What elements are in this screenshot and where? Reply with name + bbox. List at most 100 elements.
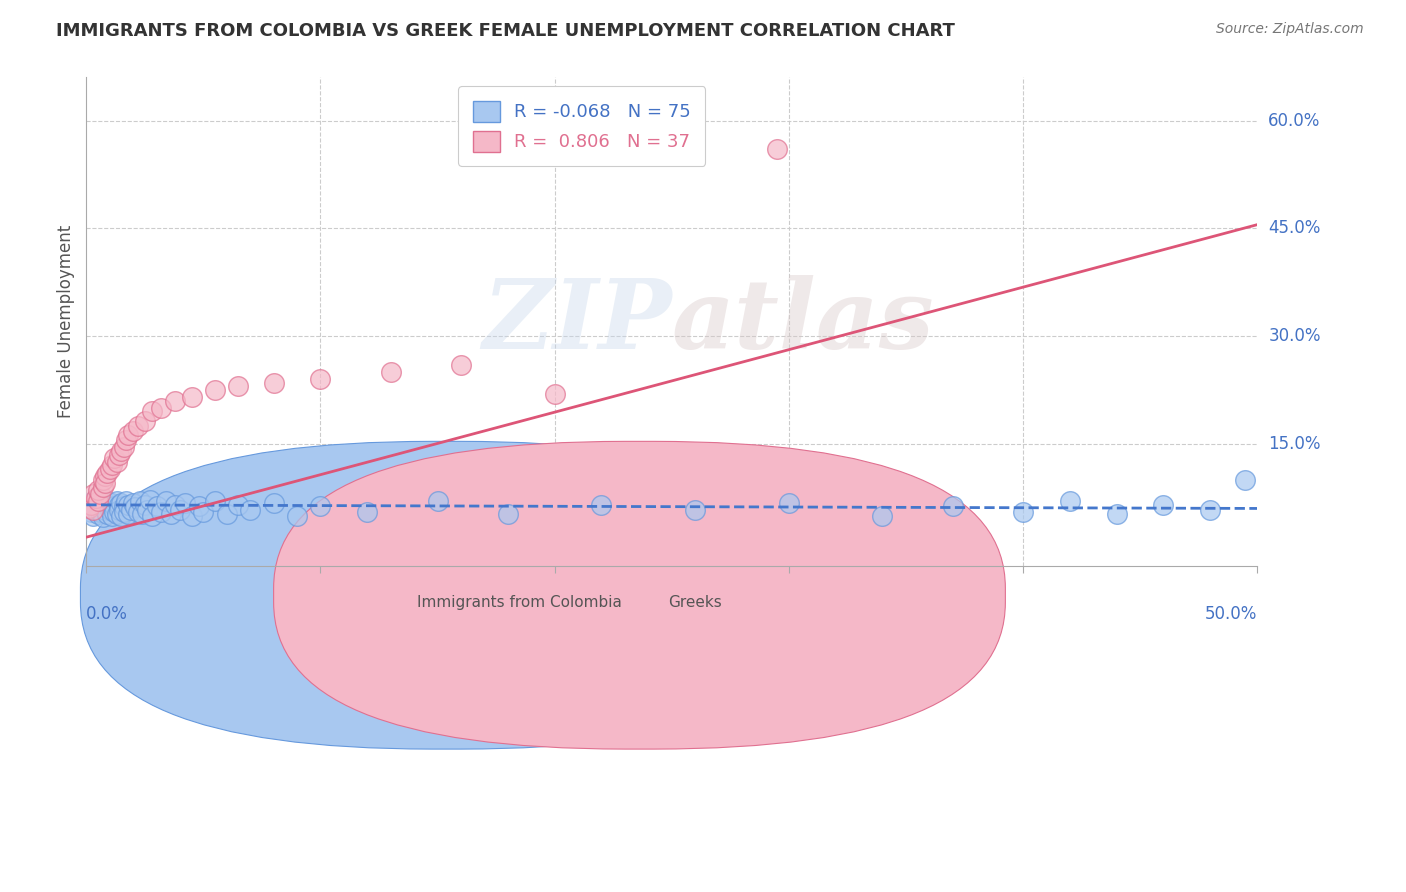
Legend: R = -0.068   N = 75, R =  0.806   N = 37: R = -0.068 N = 75, R = 0.806 N = 37 (458, 87, 706, 166)
Point (108, 498, 131, 512)
Point (82, 487, 104, 501)
Point (77, 501, 100, 516)
Point (105, 455, 128, 469)
Text: IMMIGRANTS FROM COLOMBIA VS GREEK FEMALE UNEMPLOYMENT CORRELATION CHART: IMMIGRANTS FROM COLOMBIA VS GREEK FEMALE… (56, 22, 955, 40)
Point (204, 383, 226, 397)
Point (1105, 507, 1128, 521)
Point (309, 500, 332, 514)
Text: Greeks: Greeks (668, 595, 721, 610)
Text: ZIP: ZIP (482, 275, 672, 368)
Point (138, 492, 160, 507)
Point (1199, 503, 1222, 517)
Point (96, 494, 118, 508)
Point (82, 508, 104, 523)
Point (91, 480, 114, 494)
Point (136, 503, 159, 517)
FancyBboxPatch shape (274, 442, 1005, 749)
Point (108, 448, 131, 462)
Point (91, 492, 114, 507)
Point (89, 498, 111, 512)
Point (543, 386, 565, 401)
Point (683, 503, 706, 517)
Point (105, 494, 128, 508)
Point (263, 496, 285, 510)
Point (778, 496, 800, 510)
Point (942, 500, 965, 514)
Point (94, 503, 117, 517)
Point (110, 496, 132, 510)
Point (94, 500, 117, 514)
Point (80, 505, 103, 519)
Point (108, 503, 131, 517)
Point (84, 503, 107, 517)
Point (110, 444, 132, 458)
Point (159, 507, 181, 521)
Point (228, 379, 250, 393)
Text: 30.0%: 30.0% (1268, 327, 1320, 345)
Point (450, 358, 472, 372)
Point (155, 494, 177, 508)
Point (228, 498, 250, 512)
Point (91, 510, 114, 524)
Point (122, 424, 145, 438)
Point (239, 503, 262, 517)
Point (193, 505, 215, 519)
Point (141, 508, 163, 523)
Point (591, 498, 613, 512)
Point (98, 462, 121, 476)
Point (87, 483, 110, 498)
Point (91, 473, 114, 487)
Text: Source: ZipAtlas.com: Source: ZipAtlas.com (1216, 22, 1364, 37)
Point (84, 500, 107, 514)
Point (131, 507, 153, 521)
Point (117, 428, 139, 442)
Point (187, 500, 209, 514)
Point (87, 494, 110, 508)
Point (141, 404, 163, 418)
Point (145, 500, 167, 514)
Point (1234, 473, 1257, 487)
Point (80, 498, 103, 512)
Text: 50.0%: 50.0% (1205, 605, 1257, 623)
Point (165, 393, 187, 408)
Point (285, 508, 308, 523)
Point (134, 498, 156, 512)
Point (872, 508, 894, 523)
Point (309, 372, 332, 386)
Point (115, 494, 138, 508)
Y-axis label: Female Unemployment: Female Unemployment (58, 225, 75, 418)
Point (1152, 498, 1174, 512)
Point (215, 507, 238, 521)
Point (165, 498, 187, 512)
Point (173, 496, 195, 510)
Text: 0.0%: 0.0% (86, 605, 128, 623)
Point (117, 498, 139, 512)
Point (204, 494, 226, 508)
Point (105, 507, 128, 521)
Point (766, 142, 789, 156)
Point (120, 503, 142, 517)
Point (96, 466, 118, 480)
Point (98, 503, 121, 517)
Point (124, 500, 146, 514)
Point (101, 458, 124, 473)
Point (89, 505, 111, 519)
Point (103, 500, 125, 514)
Point (98, 498, 121, 512)
Point (80, 501, 103, 516)
Point (87, 507, 110, 521)
Point (103, 451, 125, 466)
Point (103, 505, 125, 519)
Point (426, 494, 449, 508)
Point (84, 491, 107, 505)
Point (115, 434, 138, 448)
Point (87, 496, 110, 510)
Point (82, 503, 104, 517)
Point (1012, 505, 1035, 519)
Point (380, 365, 402, 379)
Point (134, 414, 156, 428)
Point (169, 503, 191, 517)
Point (356, 505, 378, 519)
Point (263, 376, 285, 390)
Point (112, 441, 135, 455)
